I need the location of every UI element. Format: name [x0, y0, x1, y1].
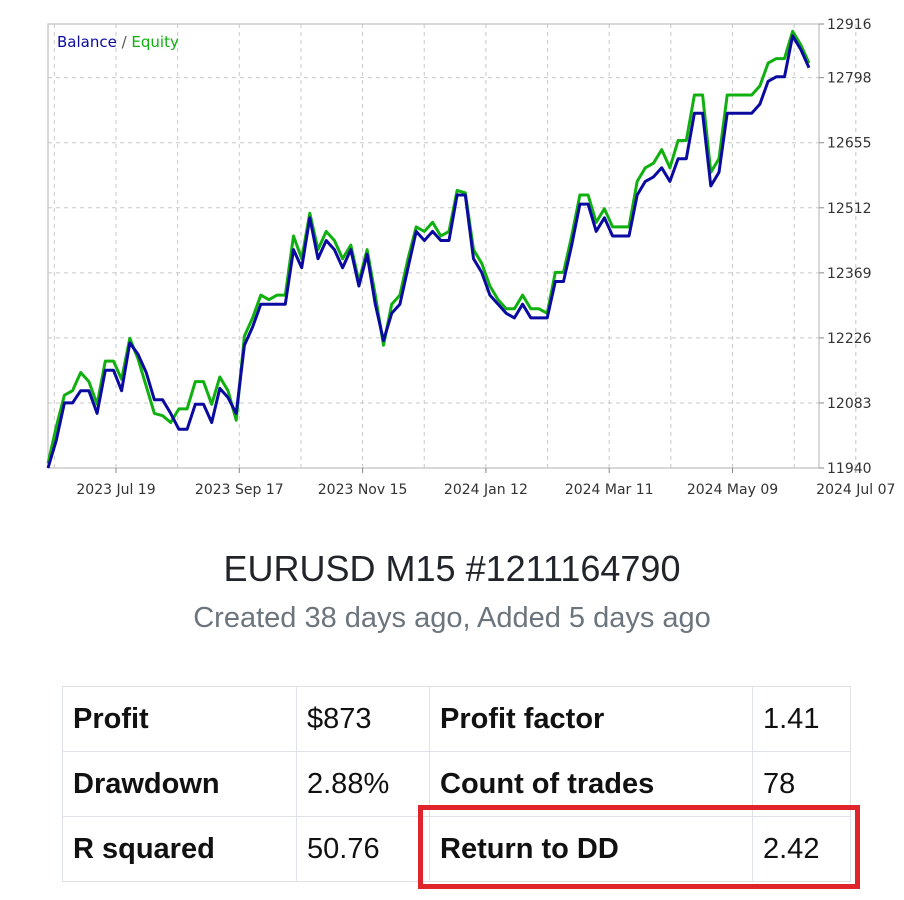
x-tick-label: 2024 Jul 07 [816, 482, 895, 498]
balance-line [46, 34, 811, 469]
grid-lines [48, 24, 857, 468]
stat-value-r-squared: 50.76 [296, 816, 430, 882]
table-row: Profit $873 Profit factor 1.41 [62, 686, 851, 752]
series-lines [46, 29, 811, 469]
stat-value-profit-factor: 1.41 [752, 686, 851, 752]
stat-label-return-to-dd: Return to DD [429, 816, 753, 882]
y-tick-label: 12512 [827, 201, 872, 217]
legend-equity: Equity [131, 33, 179, 51]
card-subtitle: Created 38 days ago, Added 5 days ago [193, 602, 711, 634]
x-axis: 2023 Jul 19 2023 Sep 17 2023 Nov 15 2024 Ja… [76, 468, 895, 498]
stat-label-drawdown: Drawdown [62, 751, 297, 817]
stat-label-profit: Profit [62, 686, 297, 752]
x-tick-label: 2023 Nov 15 [318, 482, 408, 498]
table-row: R squared 50.76 Return to DD 2.42 [62, 816, 851, 882]
y-axis: 12916 12798 12655 12512 12369 12226 12083 11940 [819, 17, 872, 477]
plot-area [47, 23, 820, 469]
stat-value-profit: $873 [296, 686, 430, 752]
chart-legend: Balance / Equity [57, 33, 179, 51]
stats-table: Profit $873 Profit factor 1.41 Drawdown … [62, 686, 851, 882]
highlight-box [418, 805, 860, 889]
x-tick-label: 2024 Mar 11 [565, 482, 654, 498]
x-tick-label: 2024 Jan 12 [444, 482, 528, 498]
y-tick-label: 12083 [827, 396, 872, 412]
card-title: EURUSD M15 #1211164790 [223, 548, 681, 589]
x-tick-label: 2023 Jul 19 [76, 482, 155, 498]
equity-line [46, 29, 811, 464]
y-tick-label: 12798 [827, 71, 872, 87]
stat-label-profit-factor: Profit factor [429, 686, 753, 752]
y-tick-label: 11940 [827, 461, 872, 477]
legend-separator: / [117, 33, 132, 51]
y-tick-label: 12916 [827, 17, 872, 33]
y-tick-label: 12655 [827, 136, 872, 152]
x-tick-label: 2024 May 09 [687, 482, 778, 498]
legend-balance: Balance [57, 33, 117, 51]
y-tick-label: 12369 [827, 266, 872, 282]
stat-value-return-to-dd: 2.42 [752, 816, 851, 882]
stat-label-r-squared: R squared [62, 816, 297, 882]
x-tick-label: 2023 Sep 17 [195, 482, 284, 498]
equity-chart: 12916 12798 12655 12512 12369 12226 12083 11940… [46, 17, 895, 498]
y-tick-label: 12226 [827, 331, 872, 347]
stat-value-drawdown: 2.88% [296, 751, 430, 817]
